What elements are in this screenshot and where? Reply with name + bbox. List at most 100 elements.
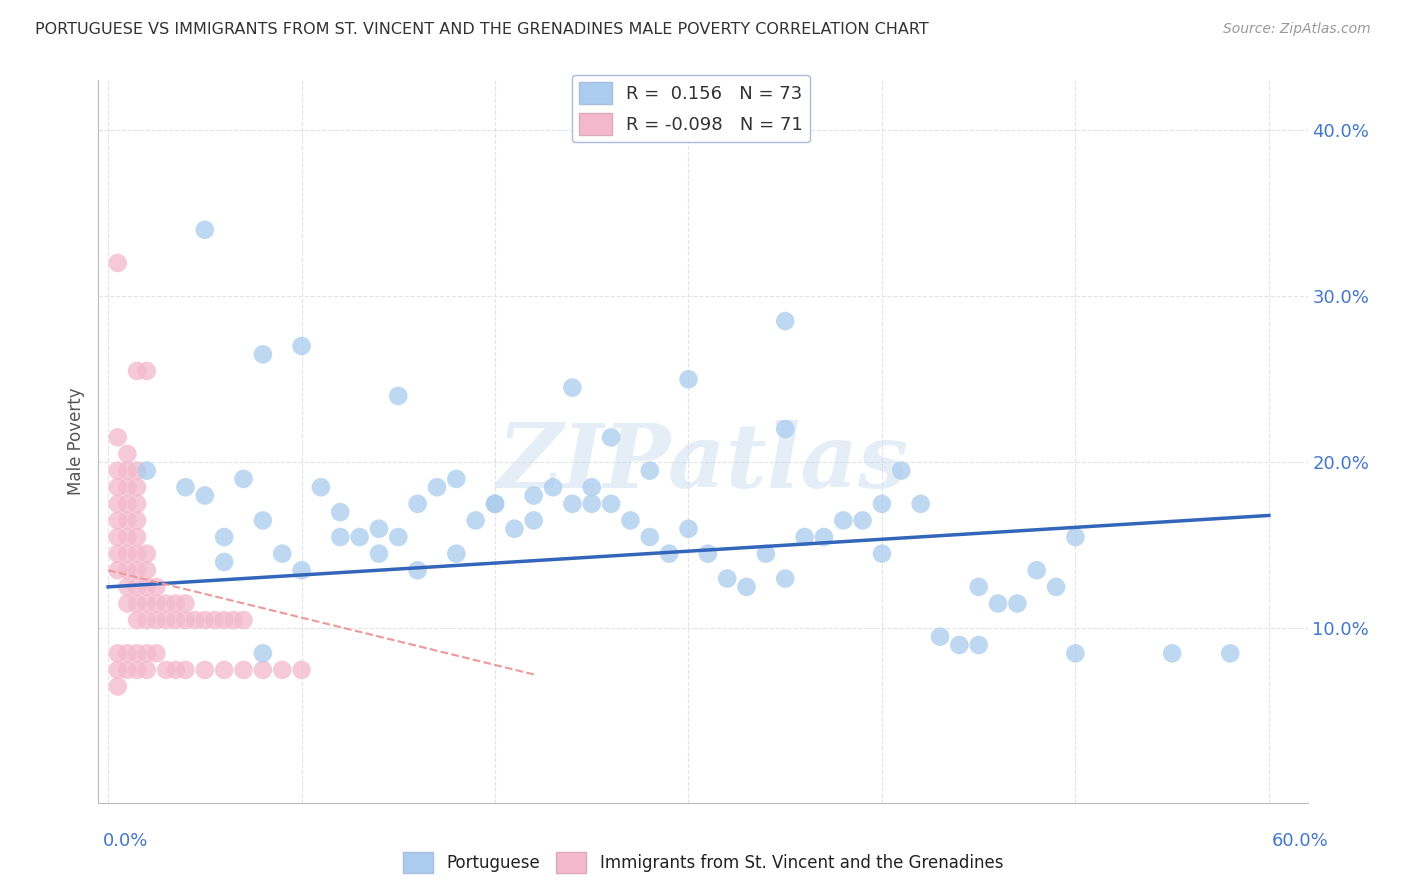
Point [135, 580, 157, 594]
Point [252, 663, 274, 677]
Point [165, 663, 187, 677]
Point [716, 572, 738, 586]
Point [117, 580, 139, 594]
Point [658, 547, 681, 561]
Point [910, 497, 932, 511]
Point [117, 497, 139, 511]
Point [127, 547, 149, 561]
Point [222, 613, 245, 627]
Point [145, 613, 167, 627]
Point [107, 563, 129, 577]
Point [773, 314, 796, 328]
Point [155, 613, 177, 627]
Point [174, 480, 197, 494]
Point [194, 613, 217, 627]
Point [135, 464, 157, 478]
Point [117, 513, 139, 527]
Point [107, 547, 129, 561]
Point [135, 646, 157, 660]
Point [1161, 646, 1184, 660]
Point [155, 597, 177, 611]
Point [232, 613, 254, 627]
Point [638, 464, 661, 478]
Point [194, 663, 217, 677]
Text: PORTUGUESE VS IMMIGRANTS FROM ST. VINCENT AND THE GRENADINES MALE POVERTY CORREL: PORTUGUESE VS IMMIGRANTS FROM ST. VINCEN… [35, 22, 929, 37]
Text: 0.0%: 0.0% [103, 831, 148, 849]
Point [127, 364, 149, 378]
Point [135, 613, 157, 627]
Point [1219, 646, 1241, 660]
Point [368, 547, 391, 561]
Point [929, 630, 952, 644]
Point [1007, 597, 1029, 611]
Point [107, 480, 129, 494]
Point [638, 530, 661, 544]
Point [107, 680, 129, 694]
Point [967, 580, 990, 594]
Point [484, 497, 506, 511]
Point [832, 513, 855, 527]
Point [387, 389, 409, 403]
Point [194, 489, 217, 503]
Point [948, 638, 970, 652]
Point [184, 613, 207, 627]
Point [135, 597, 157, 611]
Point [232, 663, 254, 677]
Point [135, 663, 157, 677]
Legend: R =  0.156   N = 73, R = -0.098   N = 71: R = 0.156 N = 73, R = -0.098 N = 71 [572, 75, 810, 143]
Point [117, 663, 139, 677]
Point [600, 497, 623, 511]
Point [107, 663, 129, 677]
Point [127, 646, 149, 660]
Point [135, 364, 157, 378]
Point [290, 339, 312, 353]
Point [290, 563, 312, 577]
Point [117, 447, 139, 461]
Point [503, 522, 526, 536]
Point [107, 513, 129, 527]
Point [174, 663, 197, 677]
Point [600, 430, 623, 444]
Point [870, 497, 893, 511]
Point [619, 513, 641, 527]
Point [107, 646, 129, 660]
Point [696, 547, 718, 561]
Point [194, 223, 217, 237]
Point [117, 547, 139, 561]
Point [329, 505, 352, 519]
Point [561, 380, 583, 394]
Y-axis label: Male Poverty: Male Poverty [67, 388, 86, 495]
Point [107, 497, 129, 511]
Point [212, 613, 235, 627]
Point [581, 497, 603, 511]
Point [309, 480, 332, 494]
Point [212, 555, 235, 569]
Point [135, 563, 157, 577]
Point [107, 464, 129, 478]
Point [127, 597, 149, 611]
Point [773, 572, 796, 586]
Text: 60.0%: 60.0% [1272, 831, 1329, 849]
Point [127, 563, 149, 577]
Point [1064, 646, 1087, 660]
Point [581, 480, 603, 494]
Point [541, 480, 564, 494]
Point [117, 563, 139, 577]
Point [212, 663, 235, 677]
Point [368, 522, 391, 536]
Point [155, 663, 177, 677]
Point [813, 530, 835, 544]
Point [127, 497, 149, 511]
Point [349, 530, 371, 544]
Point [252, 646, 274, 660]
Point [107, 530, 129, 544]
Point [735, 580, 758, 594]
Point [174, 597, 197, 611]
Point [127, 464, 149, 478]
Point [117, 480, 139, 494]
Point [135, 547, 157, 561]
Point [870, 547, 893, 561]
Point [117, 597, 139, 611]
Point [232, 472, 254, 486]
Point [329, 530, 352, 544]
